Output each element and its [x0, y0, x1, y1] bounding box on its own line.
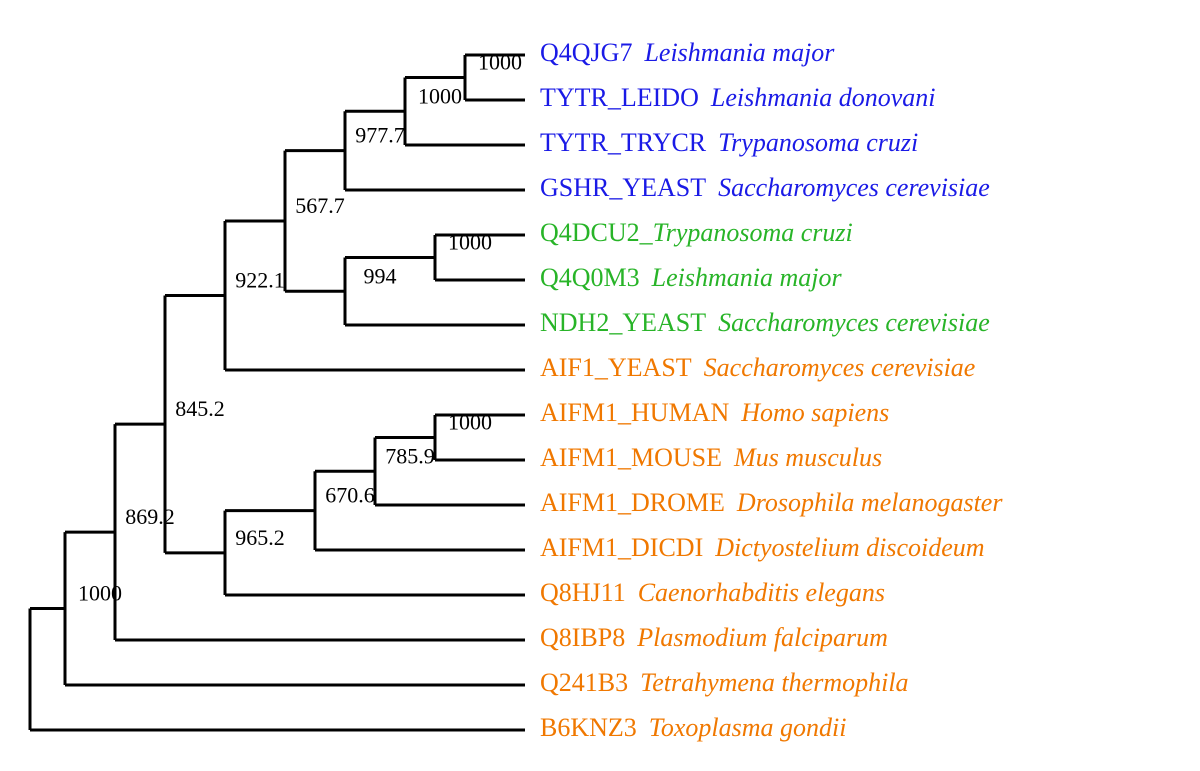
- branch-support-label: 1000: [418, 83, 462, 108]
- leaf-label: B6KNZ3Toxoplasma gondii: [540, 713, 846, 742]
- leaf-label: Q8HJ11Caenorhabditis elegans: [540, 578, 885, 607]
- branch-support-label: 965.2: [235, 525, 285, 550]
- branch-support-label: 1000: [448, 230, 492, 255]
- leaf-label: AIFM1_HUMANHomo sapiens: [540, 398, 889, 427]
- branch-support-label: 922.1: [235, 267, 285, 292]
- branch-support-label: 785.9: [385, 443, 435, 468]
- leaf-label: AIFM1_MOUSEMus musculus: [540, 443, 882, 472]
- branch-support-label: 670.6: [325, 483, 375, 508]
- branch-support-label: 1000: [78, 581, 122, 606]
- branch-support-label: 994: [364, 263, 397, 288]
- branch-support-label: 567.7: [295, 193, 345, 218]
- leaf-label: Q241B3Tetrahymena thermophila: [540, 668, 909, 697]
- leaf-label: AIFM1_DICDIDictyostelium discoideum: [540, 533, 985, 562]
- leaf-label: AIF1_YEASTSaccharomyces cerevisiae: [540, 353, 975, 382]
- leaf-label: NDH2_YEASTSaccharomyces cerevisiae: [540, 308, 990, 337]
- leaf-label: Q4Q0M3Leishmania major: [540, 263, 843, 292]
- leaf-label: TYTR_LEIDOLeishmania donovani: [540, 83, 935, 112]
- leaf-label: Q8IBP8Plasmodium falciparum: [540, 623, 888, 652]
- branch-support-label: 845.2: [175, 396, 225, 421]
- leaf-label: Q4QJG7Leishmania major: [540, 38, 835, 67]
- leaf-label: TYTR_TRYCRTrypanosoma cruzi: [540, 128, 918, 157]
- leaf-label: Q4DCU2_Trypanosoma cruzi: [540, 218, 853, 247]
- leaf-label: AIFM1_DROMEDrosophila melanogaster: [540, 488, 1003, 517]
- branch-support-label: 977.7: [355, 123, 405, 148]
- phylogenetic-tree: 1000 1000 977.7 1000 994 567.7 922.1 1000 785.9 6…: [0, 0, 1200, 771]
- leaf-label: GSHR_YEASTSaccharomyces cerevisiae: [540, 173, 990, 202]
- branch-support-label: 869.2: [125, 504, 175, 529]
- branch-support-label: 1000: [448, 410, 492, 435]
- branch-support-label: 1000: [478, 50, 522, 75]
